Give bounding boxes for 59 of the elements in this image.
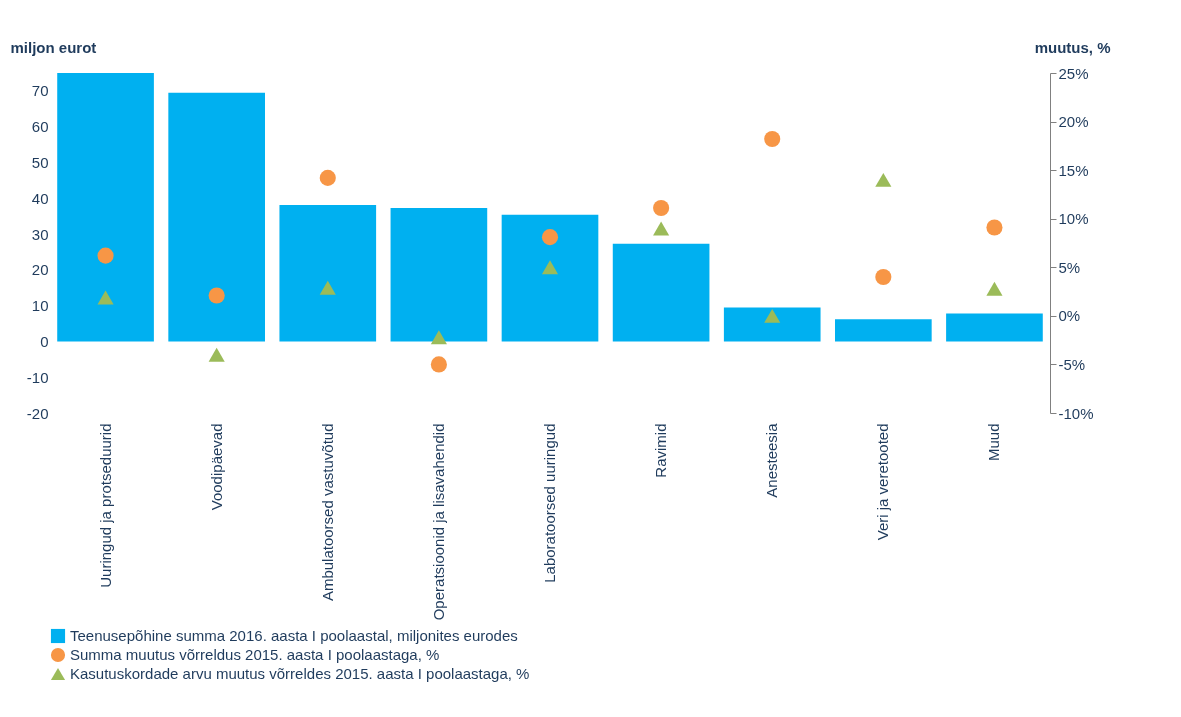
y2-tick-label: 10% <box>1058 210 1089 228</box>
y2-tick-label: -5% <box>1058 355 1086 373</box>
point <box>541 260 559 275</box>
bar <box>835 319 932 342</box>
point <box>208 287 225 304</box>
y2-tick-label: 0% <box>1058 307 1081 325</box>
point <box>541 229 559 246</box>
y-tick-label: 70 <box>31 82 49 100</box>
y-tick-label: 60 <box>31 118 49 136</box>
point <box>986 219 1003 236</box>
point <box>653 221 670 236</box>
y2-tick-label: 20% <box>1058 113 1089 131</box>
point <box>875 172 892 187</box>
x-tick-label: Anesteesia <box>763 422 781 498</box>
bar <box>501 214 599 342</box>
y-tick-label: 30 <box>31 225 49 243</box>
y-axis-title: miljon eurot <box>10 38 97 56</box>
y2-axis-title: muutus, % <box>1034 38 1111 56</box>
x-tick-label: Muud <box>985 423 1003 462</box>
x-tick-label: Ravimid <box>652 423 670 478</box>
bar <box>390 207 488 342</box>
bar <box>612 243 710 342</box>
bar <box>946 313 1043 342</box>
point <box>208 347 225 362</box>
y2-tick-label: -10% <box>1058 404 1094 422</box>
bar <box>57 73 154 342</box>
x-tick-label: Voodipäevad <box>207 423 225 511</box>
point <box>319 169 336 186</box>
y-tick-label: 50 <box>31 153 49 171</box>
legend-label: Kasutuskordade arvu muutus võrreldes 2015. aasta I poolaastaga, % <box>70 665 530 682</box>
point <box>764 131 781 148</box>
point <box>430 356 447 373</box>
x-tick-label: Operatsioonid ja lisavahendid <box>429 423 447 621</box>
bar <box>279 205 377 342</box>
y-tick-label: 20 <box>31 261 49 279</box>
point <box>653 199 670 217</box>
point <box>430 330 447 345</box>
point <box>97 290 114 305</box>
point <box>97 247 114 264</box>
y2-tick-label: 25% <box>1058 64 1089 82</box>
x-tick-label: Uuringud ja protseduurid <box>96 423 114 588</box>
y-tick-label: 10 <box>31 297 49 315</box>
bar <box>168 92 265 342</box>
y-tick-label: -10 <box>26 368 49 386</box>
x-tick-label: Veri ja veretooted <box>874 423 892 541</box>
bar <box>723 307 821 342</box>
y-tick-label: 40 <box>31 189 49 207</box>
y-tick-label: 0 <box>40 332 49 350</box>
y-tick-label: -20 <box>26 404 49 422</box>
x-tick-label: Laboratoorsed uuringud <box>541 423 558 583</box>
point <box>764 308 781 323</box>
point <box>986 281 1003 296</box>
y2-tick-label: 15% <box>1058 161 1089 179</box>
x-tick-label: Ambulatoorsed vastuvõtud <box>318 423 336 602</box>
legend-label: Teenusepõhine summa 2016. aasta I poolaastal, miljonites eurodes <box>70 627 518 644</box>
point <box>875 268 892 286</box>
legend-label: Summa muutus võrreldus 2015. aasta I poolaastaga, % <box>70 646 440 663</box>
y2-tick-label: 5% <box>1058 258 1081 276</box>
point <box>319 280 336 295</box>
